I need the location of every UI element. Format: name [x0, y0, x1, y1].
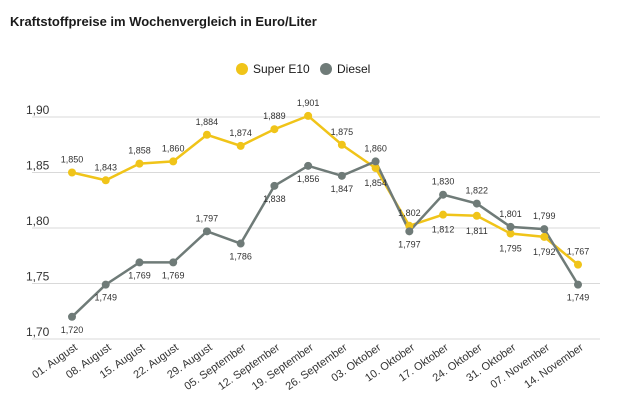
- data-label: 1,801: [499, 209, 522, 219]
- x-tick-label: 14. November: [522, 341, 586, 391]
- data-point: [68, 312, 76, 321]
- data-label: 1,850: [61, 155, 84, 165]
- data-label: 1,860: [162, 143, 185, 153]
- data-label: 1,822: [466, 186, 489, 196]
- data-label: 1,838: [263, 194, 286, 204]
- data-label: 1,802: [398, 208, 421, 218]
- data-label: 1,874: [229, 128, 252, 138]
- data-point: [405, 227, 414, 236]
- data-point: [236, 141, 245, 150]
- data-label: 1,830: [432, 177, 455, 187]
- data-point: [337, 140, 346, 149]
- data-label: 1,875: [331, 127, 354, 137]
- data-point: [540, 232, 549, 241]
- data-label: 1,889: [263, 111, 286, 121]
- data-point: [472, 211, 481, 220]
- data-point: [68, 168, 76, 177]
- series-line: [71, 159, 580, 318]
- data-point: [304, 111, 313, 120]
- data-label: 1,901: [297, 98, 320, 108]
- data-label: 1,843: [94, 162, 117, 172]
- legend-label: Diesel: [337, 62, 370, 76]
- data-point: [101, 280, 110, 289]
- data-point: [405, 221, 414, 230]
- data-label: 1,795: [499, 244, 522, 254]
- y-tick-label: 1,75: [26, 270, 50, 284]
- data-point: [574, 260, 582, 269]
- data-label: 1,797: [398, 239, 421, 249]
- data-point: [371, 164, 380, 173]
- data-label: 1,884: [196, 117, 219, 127]
- data-label: 1,856: [297, 174, 320, 184]
- data-point: [371, 157, 380, 166]
- y-tick-label: 1,90: [26, 103, 50, 117]
- data-label: 1,799: [533, 211, 556, 221]
- legend-label: Super E10: [253, 62, 310, 76]
- data-point: [304, 161, 313, 170]
- data-point: [135, 159, 144, 168]
- data-point: [472, 199, 481, 208]
- data-label: 1,749: [567, 293, 590, 303]
- chart-title: Kraftstoffpreise im Wochenvergleich in E…: [10, 14, 317, 29]
- data-point: [439, 210, 448, 219]
- data-point: [506, 222, 515, 231]
- data-label: 1,797: [196, 213, 219, 223]
- data-point: [169, 258, 178, 267]
- data-point: [439, 190, 448, 199]
- legend-marker: [236, 63, 248, 75]
- data-label: 1,720: [61, 325, 84, 335]
- data-label: 1,769: [162, 270, 185, 280]
- data-label: 1,847: [331, 184, 354, 194]
- data-label: 1,811: [466, 226, 488, 236]
- data-label: 1,858: [128, 146, 151, 156]
- data-label: 1,786: [229, 252, 252, 262]
- data-point: [169, 157, 178, 166]
- data-label: 1,767: [567, 247, 590, 257]
- data-label: 1,792: [533, 247, 556, 257]
- data-point: [540, 225, 549, 234]
- data-point: [506, 229, 515, 238]
- y-tick-label: 1,80: [26, 214, 50, 228]
- data-point: [236, 239, 245, 248]
- data-point: [574, 280, 582, 289]
- data-label: 1,854: [364, 178, 387, 188]
- series-line: [71, 114, 579, 266]
- data-point: [202, 130, 211, 139]
- data-label: 1,812: [432, 225, 455, 235]
- data-point: [337, 171, 346, 180]
- data-point: [202, 227, 211, 236]
- data-point: [101, 176, 110, 185]
- data-point: [135, 258, 144, 267]
- data-label: 1,769: [128, 270, 151, 280]
- data-label: 1,860: [364, 143, 387, 153]
- data-point: [270, 181, 279, 190]
- y-tick-label: 1,70: [26, 325, 50, 339]
- data-label: 1,749: [94, 293, 117, 303]
- y-tick-label: 1,85: [26, 159, 50, 173]
- legend-marker: [320, 63, 332, 75]
- data-point: [270, 125, 279, 134]
